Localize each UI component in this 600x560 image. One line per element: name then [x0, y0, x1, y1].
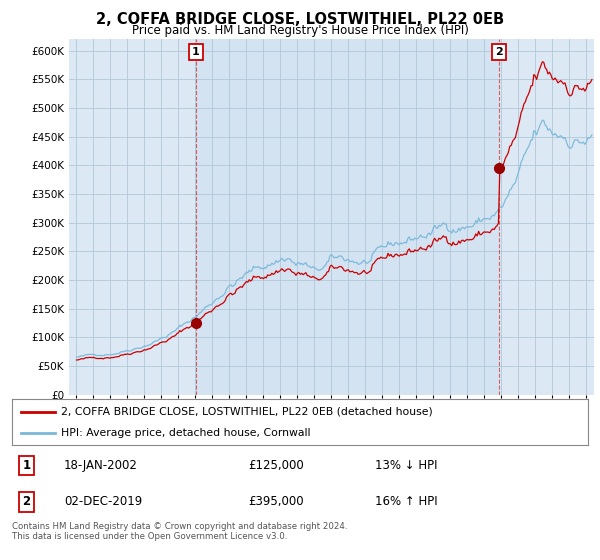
- Text: Price paid vs. HM Land Registry's House Price Index (HPI): Price paid vs. HM Land Registry's House …: [131, 24, 469, 36]
- Text: 2: 2: [496, 46, 503, 57]
- Text: 2: 2: [22, 495, 31, 508]
- Text: £395,000: £395,000: [248, 495, 304, 508]
- Text: HPI: Average price, detached house, Cornwall: HPI: Average price, detached house, Corn…: [61, 428, 310, 438]
- Text: £125,000: £125,000: [248, 459, 304, 472]
- Text: Contains HM Land Registry data © Crown copyright and database right 2024.
This d: Contains HM Land Registry data © Crown c…: [12, 522, 347, 542]
- Text: 18-JAN-2002: 18-JAN-2002: [64, 459, 138, 472]
- Text: 13% ↓ HPI: 13% ↓ HPI: [375, 459, 437, 472]
- Bar: [196, 39, 499, 395]
- Text: 1: 1: [22, 459, 31, 472]
- Text: 2, COFFA BRIDGE CLOSE, LOSTWITHIEL, PL22 0EB (detached house): 2, COFFA BRIDGE CLOSE, LOSTWITHIEL, PL22…: [61, 407, 433, 417]
- Text: 1: 1: [192, 46, 199, 57]
- Text: 16% ↑ HPI: 16% ↑ HPI: [375, 495, 437, 508]
- Text: 02-DEC-2019: 02-DEC-2019: [64, 495, 142, 508]
- Text: 2, COFFA BRIDGE CLOSE, LOSTWITHIEL, PL22 0EB: 2, COFFA BRIDGE CLOSE, LOSTWITHIEL, PL22…: [96, 12, 504, 27]
